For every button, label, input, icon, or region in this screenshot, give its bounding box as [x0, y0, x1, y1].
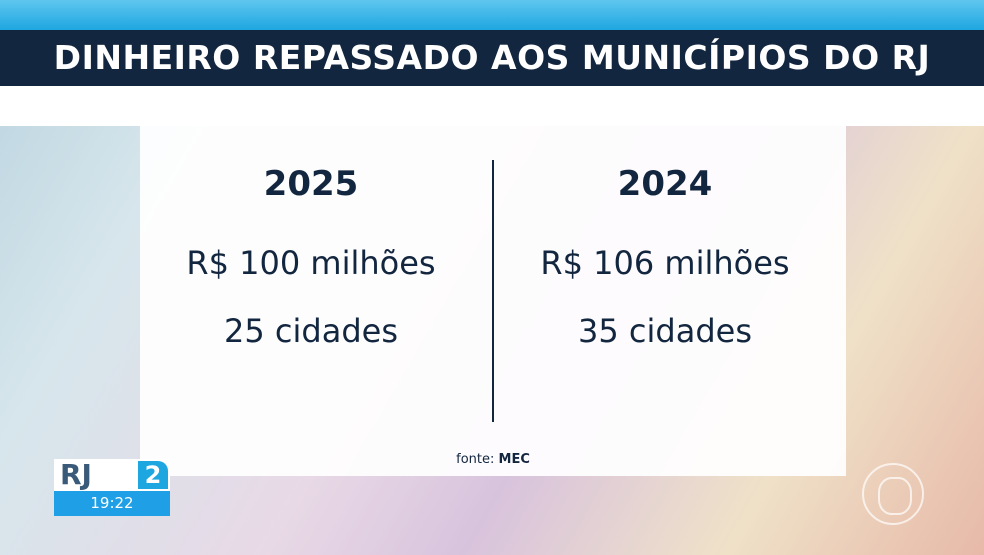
amount: R$ 106 milhões: [540, 244, 790, 282]
column-divider: [492, 160, 494, 422]
headline: DINHEIRO REPASSADO AOS MUNICÍPIOS DO RJ: [0, 30, 984, 86]
top-accent-bar: [0, 0, 984, 30]
source: fonte: MEC: [140, 452, 846, 467]
title-spacer: [0, 86, 984, 126]
globo-watermark-icon: [862, 463, 924, 525]
info-panel: 2025 R$ 100 milhões 25 cidades 2024 R$ 1…: [140, 126, 846, 476]
column-2025: 2025 R$ 100 milhões 25 cidades: [146, 164, 476, 380]
year: 2025: [263, 164, 359, 204]
year: 2024: [617, 164, 713, 204]
logo-number: 2: [138, 461, 168, 489]
clock: 19:22: [54, 491, 170, 516]
cities: 35 cidades: [578, 312, 752, 350]
column-2024: 2024 R$ 106 milhões 35 cidades: [500, 164, 830, 380]
amount: R$ 100 milhões: [186, 244, 436, 282]
cities: 25 cidades: [224, 312, 398, 350]
source-value: MEC: [498, 452, 530, 467]
source-label: fonte:: [456, 452, 495, 467]
rj2-logo: RJ 2 19:22: [54, 459, 170, 516]
logo-text: RJ: [60, 458, 92, 491]
